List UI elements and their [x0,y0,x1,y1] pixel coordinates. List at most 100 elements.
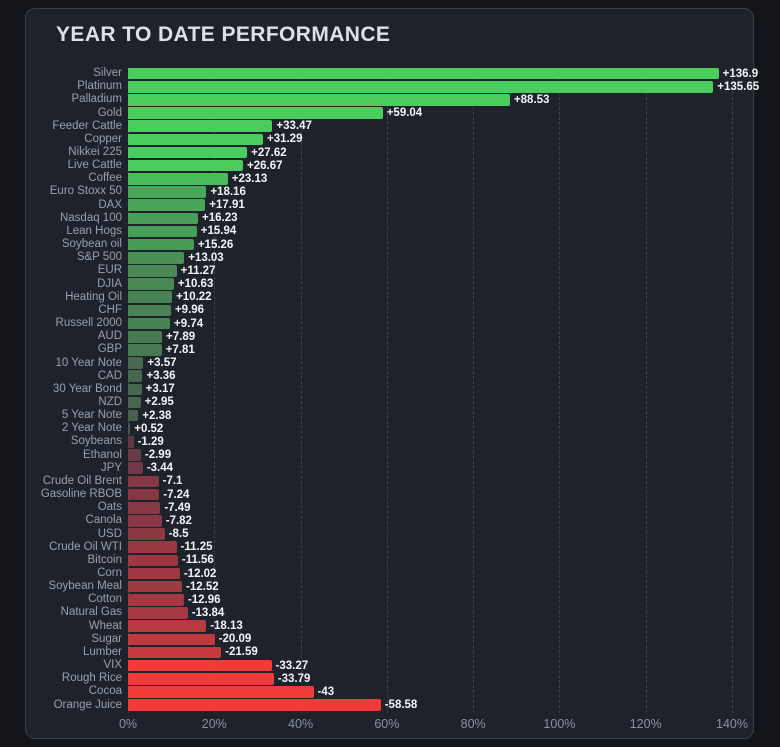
performance-bar[interactable] [128,173,228,185]
performance-bar[interactable] [128,659,272,672]
bar-track: -20.09 [128,633,753,646]
bar-track: -7.1 [128,475,753,488]
value-label: +0.52 [134,422,164,435]
performance-bar[interactable] [128,357,144,369]
performance-bar[interactable] [128,594,184,606]
performance-bar[interactable] [128,620,207,632]
category-label: Wheat [88,619,122,632]
performance-bar[interactable] [128,501,161,514]
bar-row: 30 Year Bond +3.17 [26,383,753,396]
performance-bar[interactable] [128,278,174,290]
performance-bar[interactable] [128,67,719,80]
performance-bar[interactable] [128,528,165,540]
gridline-20 [214,67,216,713]
value-label: +18.16 [210,185,246,198]
value-label: +3.57 [147,357,177,370]
performance-bar[interactable] [128,212,199,225]
category-label: Corn [97,567,122,580]
performance-bar[interactable] [128,409,139,422]
performance-bar[interactable] [128,396,141,409]
performance-bar[interactable] [128,475,159,488]
category-label: Crude Oil Brent [42,474,122,487]
performance-bar[interactable] [128,146,248,159]
performance-bar[interactable] [128,488,160,501]
value-label: -33.79 [277,672,311,685]
value-label: +11.27 [180,264,216,277]
performance-bar[interactable] [128,699,381,711]
performance-bar[interactable] [128,159,244,172]
performance-bar[interactable] [128,515,162,527]
value-label: +16.23 [202,212,238,225]
performance-bar[interactable] [128,554,178,567]
performance-bar[interactable] [128,317,171,330]
bar-row: Crude Oil WTI -11.25 [26,541,753,554]
performance-bar[interactable] [128,633,215,646]
value-label: +2.38 [142,409,172,422]
performance-bar[interactable] [128,186,207,198]
category-label: Copper [84,132,122,145]
performance-bar[interactable] [128,80,714,93]
bar-row: Copper +31.29 [26,133,753,146]
value-label: +7.81 [165,343,195,356]
bar-track: -18.13 [128,620,753,632]
performance-bar[interactable] [128,265,177,277]
value-label: -12.02 [183,567,217,580]
performance-bar[interactable] [128,462,143,475]
performance-bar[interactable] [128,370,143,382]
bar-row: Lumber -21.59 [26,646,753,659]
value-label: -18.13 [210,620,243,633]
value-label: -7.82 [165,514,192,527]
performance-bar[interactable] [128,238,194,251]
bar-track: +7.81 [128,344,753,356]
category-label: Live Cattle [67,159,122,172]
performance-bar[interactable] [128,436,134,448]
performance-bar[interactable] [128,686,314,698]
bar-row: Heating Oil +10.22 [26,291,753,304]
category-label: NZD [98,395,122,408]
performance-bar[interactable] [128,672,274,685]
performance-bar[interactable] [128,225,197,238]
value-label: -1.29 [137,435,164,448]
performance-bar[interactable] [128,330,163,343]
bar-track: +23.13 [128,173,753,185]
category-label: Orange Juice [53,698,122,711]
bar-track: -12.02 [128,568,753,580]
value-label: +7.89 [166,330,196,343]
performance-bar[interactable] [128,94,510,106]
performance-bar[interactable] [128,344,162,356]
performance-bar[interactable] [128,423,131,435]
value-label: +31.29 [266,133,303,146]
bar-track: +27.62 [128,147,753,159]
performance-bar[interactable] [128,383,142,396]
category-label: 2 Year Note [61,422,122,435]
performance-bar[interactable] [128,120,273,132]
value-label: -13.84 [191,606,225,619]
performance-bar[interactable] [128,607,188,619]
performance-bar[interactable] [128,304,171,317]
bar-track: +18.16 [128,186,753,198]
category-label: Natural Gas [60,606,122,619]
bar-row: AUD +7.89 [26,330,753,343]
performance-bar[interactable] [128,646,222,659]
bar-row: Ethanol -2.99 [26,449,753,462]
value-label: +26.67 [247,159,283,172]
ytd-performance-panel: YEAR TO DATE PERFORMANCE Silver +136.9 Pla… [25,8,759,739]
bar-track: -58.58 [128,699,753,711]
performance-bar[interactable] [128,291,173,304]
performance-bar[interactable] [128,580,182,593]
performance-bar[interactable] [128,251,185,264]
performance-bar[interactable] [128,567,180,580]
performance-bar[interactable] [128,449,141,461]
performance-bar[interactable] [128,199,206,211]
bar-row: Lean Hogs +15.94 [26,225,753,238]
performance-bar[interactable] [128,107,383,119]
performance-bar[interactable] [128,541,177,553]
bar-track: -33.79 [128,673,753,685]
bar-track: +59.04 [128,107,753,119]
category-label: Rough Rice [61,672,122,685]
bar-row: Platinum +135.65 [26,80,759,93]
category-label: S&P 500 [76,251,122,264]
bar-track: +136.9 [128,68,758,80]
bar-row: Russell 2000 +9.74 [26,317,753,330]
performance-bar[interactable] [128,133,263,146]
